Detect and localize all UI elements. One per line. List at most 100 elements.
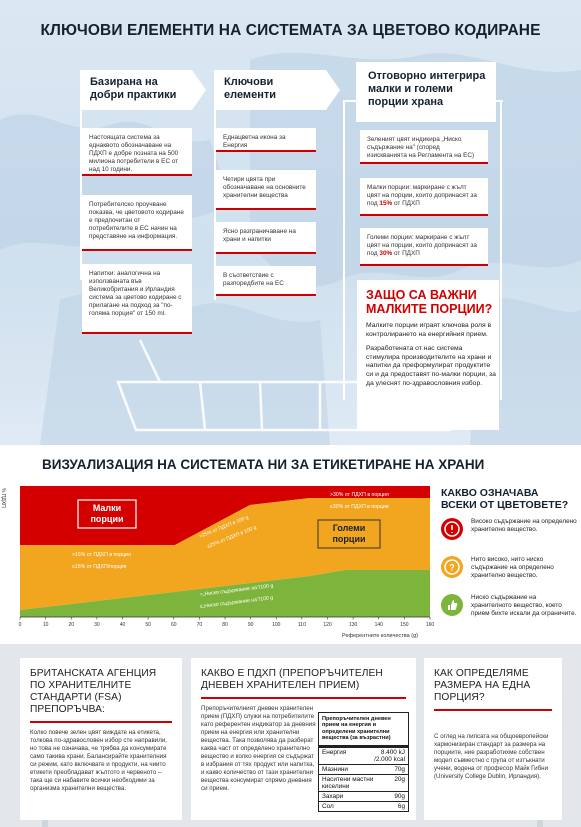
- region-label-le30: ≤30% от ПДХП в порция: [330, 504, 389, 510]
- divider: [201, 697, 406, 699]
- column-heading-key-elements: Ключови елементи: [214, 70, 340, 110]
- nutrition-row: Енергия 8.400 kJ /2.000 kcal: [319, 748, 408, 765]
- info-card-text: Четири цвята при обозначаване на основни…: [223, 176, 306, 199]
- info-card: В съответствие с разпоредбите на ЕС: [216, 266, 316, 296]
- nutrient-value: 6g: [397, 802, 405, 810]
- nutrient-name: Наситени мастни киселини: [322, 775, 374, 790]
- info-card: Ясно разграничаване на храни и напитки: [216, 222, 316, 254]
- why-paragraph: Малките порции играят ключова роля в кон…: [366, 322, 492, 338]
- x-tick-label: 40: [120, 622, 126, 628]
- info-card-text: Малки порции: маркиране с жълт цвят на п…: [367, 184, 477, 207]
- nutrition-table-header: Препоръчителен дневен прием на енергия и…: [319, 713, 408, 748]
- portion-size-card: КАК ОПРЕДЕЛЯМЕ РАЗМЕРА НА ЕДНА ПОРЦИЯ? С…: [424, 658, 562, 820]
- column-connector-line: [80, 110, 82, 280]
- nutrient-name: Сол: [322, 802, 334, 810]
- info-card: Настоящата система за еднаквото обознача…: [82, 128, 192, 176]
- why-small-portions: ЗАЩО СА ВАЖНИ МАЛКИТЕ ПОРЦИИ? Малките по…: [366, 288, 496, 388]
- nutrient-value: 20g: [394, 775, 405, 783]
- column-heading-label: Базирана на добри практики: [90, 76, 177, 101]
- x-tick-label: 10: [43, 622, 49, 628]
- info-card-text: Еднацветна икона за Енергия: [223, 134, 286, 149]
- info-card-text: Настоящата система за еднаквото обознача…: [89, 134, 179, 173]
- fsa-card-text: Колко повече зелен цвят виждате на етике…: [30, 729, 167, 792]
- info-card: Напитки: аналогична на използваната във …: [82, 264, 192, 334]
- x-tick-label: 120: [323, 622, 332, 628]
- region-label-gt30: >30% от ПДХП в порция: [330, 492, 389, 498]
- x-tick-label: 60: [171, 622, 177, 628]
- large-portions-badge: [317, 519, 381, 549]
- chart-title: ВИЗУАЛИЗАЦИЯ НА СИСТЕМАТА НИ ЗА ЕТИКЕТИР…: [42, 457, 485, 472]
- nutrition-row: Сол 6g: [319, 802, 408, 811]
- x-tick-label: 90: [248, 622, 254, 628]
- column-heading-label: Ключови елементи: [224, 76, 276, 101]
- nutrition-row: Наситени мастни киселини 20g: [319, 775, 408, 792]
- portion-size-card-title: КАК ОПРЕДЕЛЯМЕ РАЗМЕРА НА ЕДНА ПОРЦИЯ?: [434, 668, 531, 703]
- info-card-text: Ясно разграничаване на храни и напитки: [223, 228, 296, 243]
- x-tick-label: 50: [145, 622, 151, 628]
- nutrient-value: 70g: [394, 765, 405, 773]
- info-card: Потребителско проучване показва, че цвет…: [82, 195, 192, 251]
- info-card: Еднацветна икона за Енергия: [216, 128, 316, 152]
- why-small-portions-box: [357, 280, 499, 430]
- info-card-text: от ПДХП: [392, 250, 420, 257]
- arrow-tip: [326, 70, 340, 110]
- info-card: Зеленият цвят индикира „Ниско съдържание…: [360, 130, 488, 164]
- column-heading-portions: Отговорно интегрира малки и големи порци…: [356, 62, 496, 122]
- x-tick-label: 160: [426, 622, 435, 628]
- small-portions-label-line2: порции: [90, 514, 123, 524]
- highlight-value: 30%: [379, 250, 393, 257]
- portion-size-card-text: С оглед на липсата на общоевропейски хар…: [434, 733, 549, 780]
- x-tick-label: 20: [68, 622, 74, 628]
- thumbs-up-icon: [441, 594, 463, 616]
- highlight-value: 15%: [379, 200, 393, 207]
- nutrient-value: 90g: [394, 792, 405, 800]
- nutrition-table: Препоръчителен дневен прием на енергия и…: [318, 712, 409, 812]
- labelling-chart: 0 10 20 30 40 50 60 70 80 90 100 110 120 130 140 150 160…: [19, 486, 435, 639]
- svg-text:?: ?: [449, 563, 455, 573]
- why-paragraph: Разработената от нас система стимулира п…: [366, 345, 496, 387]
- divider: [434, 709, 552, 711]
- small-portions-badge: [77, 499, 137, 529]
- info-card: Малки порции: маркиране с жълт цвят на п…: [360, 178, 488, 216]
- column-connector-line: [500, 100, 502, 400]
- info-card-text: В съответствие с разпоредбите на ЕС: [223, 272, 284, 287]
- warning-icon: [441, 518, 463, 540]
- nutrition-row: Захари 90g: [319, 792, 408, 802]
- large-portions-label-line1: Големи: [333, 523, 366, 533]
- x-tick-label: 30: [94, 622, 100, 628]
- info-card: Четири цвята при обозначаване на основни…: [216, 170, 316, 210]
- info-card-text: Напитки: аналогична на използваната във …: [89, 270, 182, 317]
- legend-text: Високо съдържание на определено хранител…: [471, 518, 577, 533]
- divider: [30, 721, 172, 723]
- x-tick-label: 0: [19, 622, 22, 628]
- fsa-card: БРИТАНСКАТА АГЕНЦИЯ ПО ХРАНИТЕЛНИТЕ СТАН…: [20, 658, 182, 820]
- arrow-tip: [192, 70, 206, 110]
- pdhp-card-title: КАКВО Е ПДХП (ПРЕПОРЪЧИТЕЛЕН ДНЕВЕН ХРАН…: [201, 668, 383, 691]
- why-title: ЗАЩО СА ВАЖНИ МАЛКИТЕ ПОРЦИИ?: [366, 288, 493, 316]
- info-card: Големи порции: маркиране с жълт цвят на …: [360, 228, 488, 266]
- question-icon: ?: [441, 556, 463, 578]
- x-tick-label: 130: [349, 622, 358, 628]
- column-heading-best-practices: Базирана на добри практики: [80, 70, 206, 110]
- nutrient-name: Захари: [322, 792, 344, 800]
- info-card-text: от ПДХП: [392, 200, 420, 207]
- nutrient-name: Мазнини: [322, 765, 349, 773]
- info-card-text: Потребителско проучване показва, че цвет…: [89, 201, 184, 240]
- legend-question: КАКВО ОЗНАЧАВА ВСЕКИ ОТ ЦВЕТОВЕТЕ?: [441, 487, 569, 511]
- green-area: [20, 570, 430, 617]
- x-tick-label: 80: [222, 622, 228, 628]
- legend-text: Нито високо, нито ниско съдържание на оп…: [471, 556, 554, 579]
- x-tick-label: 100: [272, 622, 281, 628]
- small-portions-label-line1: Малки: [93, 503, 121, 513]
- info-card-text: Големи порции: маркиране с жълт цвят на …: [367, 234, 477, 257]
- nutrition-row: Мазнини 70g: [319, 765, 408, 775]
- column-connector-line: [214, 110, 216, 300]
- nutrient-value: 8.400 kJ /2.000 kcal: [374, 748, 405, 763]
- region-label-gt15: >15% от ПДХП в порция: [72, 552, 131, 558]
- fsa-card-title: БРИТАНСКАТА АГЕНЦИЯ ПО ХРАНИТЕЛНИТЕ СТАН…: [30, 668, 157, 715]
- x-tick-label: 70: [197, 622, 203, 628]
- x-tick-label: 110: [298, 622, 306, 628]
- legend-text: Ниско съдържание на хранителното веществ…: [471, 594, 577, 617]
- region-label-le15: ≤15% от ПДХП/порция: [72, 564, 127, 570]
